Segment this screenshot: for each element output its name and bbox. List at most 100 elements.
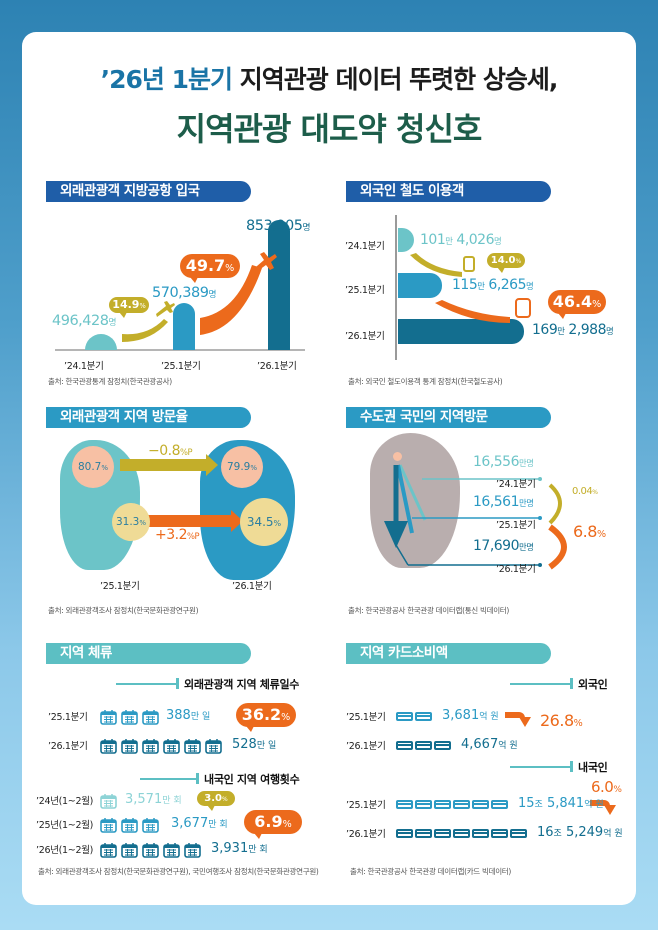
unit: % <box>592 299 602 310</box>
stay-row-26: ’26.1분기 528만 일 <box>48 735 276 754</box>
calendar-icon <box>100 793 117 809</box>
change-top: −0.8%P <box>148 443 193 459</box>
unit: 명 <box>494 236 502 246</box>
row-value: 3,931만 회 <box>211 841 268 856</box>
value: 388 <box>166 708 191 723</box>
unit: % <box>225 263 235 274</box>
value-man: 115 <box>452 277 478 293</box>
calendar-icon <box>205 738 222 754</box>
card-growth-domestic: 6.0% <box>591 778 622 796</box>
calendar-icon <box>121 738 138 754</box>
calendar-icons <box>100 790 121 809</box>
unit: 명 <box>606 326 614 336</box>
stay-row-25: ’25.1분기 388만 일 <box>48 706 210 725</box>
value: 26.8 <box>540 711 574 730</box>
calendar-icon <box>142 817 159 833</box>
calendar-icon <box>100 709 117 725</box>
unit: 명 <box>108 318 116 328</box>
row-value: 528만 일 <box>232 737 276 752</box>
capital-value-25: 16,561만명 <box>473 494 534 510</box>
rail-source: 출처: 외국인 철도이용객 통계 잠정치(한국철도공사) <box>348 377 503 386</box>
page-subtitle: 지역관광 대도약 청신호 <box>176 110 483 148</box>
unit: 만 일 <box>190 712 211 722</box>
trip-growth-1: 3.0% <box>197 791 235 811</box>
card-sub2-tick <box>570 761 573 772</box>
credit-card-icon <box>396 712 413 721</box>
airport-q-26: ’26.1분기 <box>257 361 297 372</box>
capital-growth-2: 6.8% <box>573 522 606 541</box>
airplane-icon-large <box>250 252 277 275</box>
credit-card-icon <box>472 829 489 838</box>
value: 14.9 <box>112 298 140 311</box>
row-label: ’25년(1~2월) <box>36 819 94 831</box>
airport-value-26: 853,905명 <box>246 218 310 234</box>
value: 80.7 <box>77 461 102 473</box>
credit-card-icons <box>396 794 510 813</box>
credit-card-icon <box>415 741 432 750</box>
value: 46.4 <box>552 292 593 311</box>
card-row-domestic-26: ’26.1분기 16조 5,249억 원 <box>346 823 623 842</box>
value-man: 169 <box>532 322 558 338</box>
credit-card-icon <box>510 829 527 838</box>
value: 6.8 <box>573 522 597 541</box>
card-source: 출처: 한국관광공사 한국관광 데이터랩(카드 빅데이터) <box>350 867 512 876</box>
airport-chart-graphic <box>55 220 305 351</box>
curved-arrow-domestic-head <box>604 805 616 815</box>
row-label: ’25.1분기 <box>346 799 386 811</box>
card-sub1-line <box>510 683 570 685</box>
unit: 만 회 <box>208 820 228 830</box>
value-rest: 6,265 <box>488 277 526 293</box>
airport-value-24: 496,428명 <box>52 313 116 329</box>
value-man: 101 <box>420 232 446 248</box>
unit: 억 원 <box>584 800 604 810</box>
value: 31.3 <box>115 516 140 528</box>
page-title: ’26년 1분기 지역관광 데이터 뚜렷한 상승세, <box>0 60 658 96</box>
row-value: 15조 5,841억 원 <box>518 796 604 811</box>
capital-value-26: 17,690만명 <box>473 538 534 554</box>
airport-chart <box>40 200 320 360</box>
card-row-foreign-26: ’26.1분기 4,667억 원 <box>346 735 518 754</box>
rail-growth-1: 14.0% <box>487 253 525 273</box>
section-title-card-spend: 지역 카드소비액 <box>346 643 551 664</box>
unit: 만 회 <box>248 845 268 855</box>
calendar-icon <box>142 842 159 858</box>
credit-card-icon <box>453 829 470 838</box>
row-value: 3,571만 회 <box>125 792 182 807</box>
unit: % <box>573 718 583 729</box>
value: 14.0 <box>490 255 516 266</box>
row-label: ’26년(1~2월) <box>36 844 94 856</box>
value-jo: 15 <box>518 796 535 811</box>
unit: 만명 <box>519 498 534 508</box>
value: 570,389 <box>152 285 209 301</box>
credit-card-icon <box>434 800 451 809</box>
trip-row-26: ’26년(1~2월) 3,931만 회 <box>36 839 268 858</box>
arrow-top-head <box>206 454 218 476</box>
credit-card-icons <box>396 735 453 754</box>
calendar-icon <box>121 709 138 725</box>
change-bottom: +3.2%P <box>155 527 200 543</box>
capital-arrows-graphic <box>384 464 567 570</box>
seoul-dot <box>393 452 402 461</box>
unit: 조 <box>553 829 562 839</box>
unit: % <box>222 796 228 803</box>
value: 5,249 <box>565 825 604 840</box>
visit-q-right: ’26.1분기 <box>232 581 272 592</box>
rail-value-26: 169만 2,988명 <box>532 322 614 338</box>
unit: 만 <box>445 236 453 246</box>
arrow-bottom <box>147 515 233 527</box>
value-rest: 4,026 <box>456 232 494 248</box>
calendar-icon <box>163 842 180 858</box>
value: 16,561 <box>473 494 520 510</box>
unit: 명 <box>526 281 534 291</box>
unit: 억 원 <box>498 741 518 751</box>
unit: % <box>250 464 258 472</box>
rail-growth-2: 46.4% <box>548 290 606 319</box>
row-value: 4,667억 원 <box>461 737 518 752</box>
calendar-icon <box>184 842 201 858</box>
credit-card-icon <box>415 712 432 721</box>
unit: %P <box>180 447 193 457</box>
row-value: 16조 5,249억 원 <box>537 825 623 840</box>
row-label: ’24년(1~2월) <box>36 795 94 807</box>
value: 853,905 <box>246 218 303 234</box>
curved-arrow-foreign-head <box>519 717 531 727</box>
